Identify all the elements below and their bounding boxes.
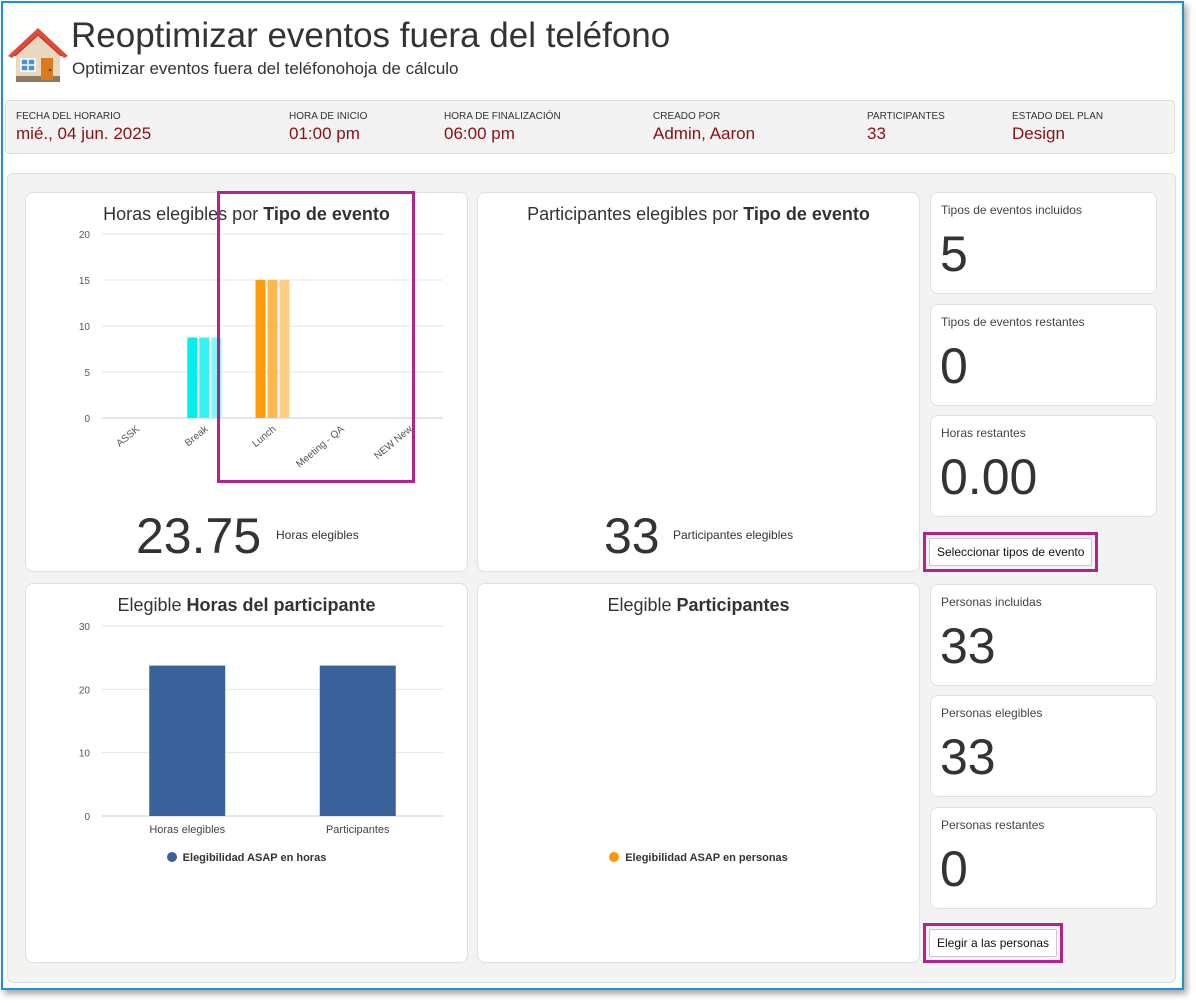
select-event-types-highlight: Seleccionar tipos de evento bbox=[923, 532, 1099, 572]
eligible-participant-hours-card: Elegible Horas del participante 0 10 20 30 H… bbox=[25, 583, 468, 963]
people-included-label: Personas incluidas bbox=[941, 595, 1042, 609]
participants-by-event-type-card: Participantes elegibles por Tipo de even… bbox=[477, 192, 920, 572]
people-included-stat: Personas incluidas 33 bbox=[930, 584, 1157, 686]
start-time-label: HORA DE INICIO bbox=[289, 111, 368, 122]
participants-value: 33 bbox=[867, 124, 886, 143]
legend-dot-icon bbox=[609, 852, 620, 862]
eligible-hours-total: 23.75 bbox=[136, 508, 262, 564]
created-by-label: CREADO POR bbox=[653, 111, 721, 122]
people-included-value: 33 bbox=[940, 618, 996, 674]
schedule-date-label: FECHA DEL HORARIO bbox=[16, 111, 121, 122]
page-subtitle: Optimizar eventos fuera del teléfonohoja… bbox=[72, 59, 459, 78]
hours-remaining-stat: Horas restantes 0.00 bbox=[930, 415, 1157, 517]
choose-people-highlight: Elegir a las personas bbox=[923, 923, 1064, 963]
y-tick-label: 20 bbox=[79, 685, 91, 696]
house-icon bbox=[8, 28, 68, 82]
plan-status-label: ESTADO DEL PLAN bbox=[1012, 111, 1104, 122]
y-tick-label: 20 bbox=[79, 230, 91, 241]
x-tick-label: Lunch bbox=[250, 424, 278, 450]
plan-info-bar: FECHA DEL HORARIO mié., 04 jun. 2025 HOR… bbox=[5, 100, 1175, 154]
select-event-types-button[interactable]: Seleccionar tipos de evento bbox=[929, 538, 1093, 566]
event-types-included-stat: Tipos de eventos incluidos 5 bbox=[930, 192, 1157, 294]
start-time-value: 01:00 pm bbox=[289, 124, 360, 143]
end-time-value: 06:00 pm bbox=[444, 124, 515, 143]
bar bbox=[267, 280, 278, 418]
event-types-included-value: 5 bbox=[940, 226, 968, 282]
page-title: Reoptimizar eventos fuera del teléfono bbox=[71, 16, 671, 55]
eligible-participants-card: Elegible Participantes 010203040Horas el… bbox=[477, 583, 920, 963]
participants-by-event-type-title: Participantes elegibles por Tipo de even… bbox=[527, 204, 870, 224]
plan-status-value: Design bbox=[1012, 124, 1065, 143]
event-types-included-label: Tipos de eventos incluidos bbox=[941, 203, 1082, 217]
people-eligible-label: Personas elegibles bbox=[941, 706, 1043, 720]
hours-remaining-value: 0.00 bbox=[940, 449, 1038, 505]
y-tick-label: 5 bbox=[84, 368, 90, 379]
eligible-participants-total: 33 bbox=[604, 508, 660, 564]
eligible-participants-title: Elegible Participantes bbox=[607, 595, 790, 615]
x-tick-label: Horas elegibles bbox=[149, 824, 225, 836]
y-tick-label: 15 bbox=[79, 276, 91, 287]
people-eligible-stat: Personas elegibles 33 bbox=[930, 695, 1157, 797]
end-time-label: HORA DE FINALIZACIÓN bbox=[444, 111, 561, 122]
eligible-participants-total-label: Participantes elegibles bbox=[673, 528, 794, 542]
legend-dot-icon bbox=[166, 852, 177, 862]
choose-people-button[interactable]: Elegir a las personas bbox=[929, 929, 1058, 957]
event-types-remaining-label: Tipos de eventos restantes bbox=[941, 315, 1085, 329]
bar bbox=[149, 665, 226, 816]
schedule-date-field: FECHA DEL HORARIO mié., 04 jun. 2025 bbox=[16, 111, 151, 144]
y-tick-label: 10 bbox=[79, 322, 91, 333]
people-remaining-label: Personas restantes bbox=[941, 818, 1045, 832]
event-types-remaining-value: 0 bbox=[940, 338, 968, 394]
x-tick-label: Meeting - QA bbox=[294, 424, 346, 471]
x-tick-label: Break bbox=[183, 423, 211, 449]
eligible-participant-hours-chart: 0 10 20 30 Horas elegibles Participantes bbox=[79, 622, 443, 836]
bar bbox=[319, 665, 396, 816]
participants-field: PARTICIPANTES 33 bbox=[867, 111, 945, 144]
y-tick-label: 0 bbox=[84, 812, 90, 823]
page-header: Reoptimizar eventos fuera del teléfono O… bbox=[8, 14, 908, 90]
people-eligible-value: 33 bbox=[940, 729, 996, 785]
start-time-field: HORA DE INICIO 01:00 pm bbox=[289, 111, 367, 144]
x-tick-label: ASSK bbox=[115, 424, 143, 450]
y-tick-label: 30 bbox=[79, 622, 91, 633]
y-tick-label: 10 bbox=[79, 749, 91, 760]
plan-status-field: ESTADO DEL PLAN Design bbox=[1012, 111, 1103, 144]
bar bbox=[279, 280, 290, 418]
x-tick-label: NEW New bbox=[372, 423, 415, 462]
created-by-field: CREADO POR Admin, Aaron bbox=[653, 111, 755, 144]
bar bbox=[211, 337, 222, 418]
hours-remaining-label: Horas restantes bbox=[941, 426, 1026, 440]
participants-label: PARTICIPANTES bbox=[867, 111, 945, 122]
bar bbox=[199, 337, 210, 418]
people-remaining-stat: Personas restantes 0 bbox=[930, 807, 1157, 909]
eligible-participants-legend[interactable]: Elegibilidad ASAP en personas bbox=[478, 852, 919, 864]
event-types-remaining-stat: Tipos de eventos restantes 0 bbox=[930, 304, 1157, 406]
created-by-value: Admin, Aaron bbox=[653, 124, 756, 143]
eligible-participant-hours-legend[interactable]: Elegibilidad ASAP en horas bbox=[26, 852, 467, 864]
bar bbox=[255, 280, 266, 418]
hours-by-event-type-card: Horas elegibles por Tipo de evento 0 5 10 1… bbox=[25, 192, 468, 572]
eligible-hours-total-label: Horas elegibles bbox=[276, 528, 359, 542]
schedule-date-value: mié., 04 jun. 2025 bbox=[16, 124, 152, 143]
eligible-participant-hours-title: Elegible Horas del participante bbox=[117, 595, 376, 615]
bar bbox=[187, 337, 198, 418]
y-tick-label: 0 bbox=[84, 414, 90, 425]
end-time-field: HORA DE FINALIZACIÓN 06:00 pm bbox=[444, 111, 561, 144]
people-remaining-value: 0 bbox=[940, 841, 968, 897]
hours-by-event-type-chart: 0 5 10 15 20 ASSK Break Lunch Meeting - QA NEW Ne… bbox=[79, 230, 443, 471]
x-tick-label: Participantes bbox=[326, 824, 390, 836]
